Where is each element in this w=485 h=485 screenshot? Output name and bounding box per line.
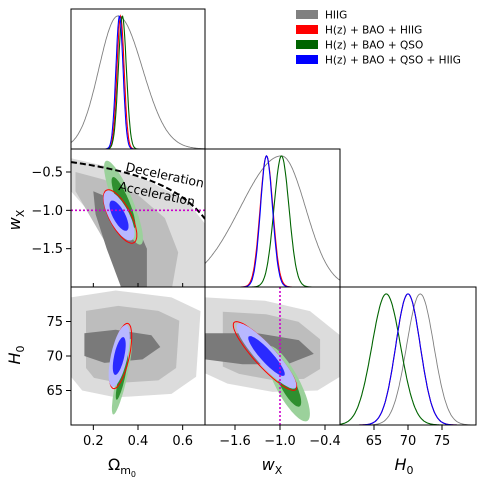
marginal-line-hiig	[205, 155, 340, 281]
xtick-label-wx: −0.4	[309, 434, 341, 449]
marginal-line-h-z-bao-hiig	[71, 14, 205, 149]
panel-frame-h0-h0	[339, 286, 477, 426]
xtick-label-om: 0.2	[83, 434, 104, 449]
marginal-line-h-z-bao-qso	[71, 15, 205, 149]
legend-label-3: H(z) + BAO + QSO + HIIG	[325, 55, 461, 67]
xtick-label-h0: 70	[400, 434, 417, 449]
marginal-line-h-z-bao-qso-hiig	[71, 15, 205, 149]
xtick-label-wx: −1.6	[219, 434, 251, 449]
contour-all-68	[112, 337, 126, 375]
xlabel-h0: H0	[394, 455, 413, 477]
xtick-label-om: 0.4	[128, 434, 149, 449]
marginal-line-h-z-bao-qso-hiig	[340, 293, 476, 425]
ytick-label-h0: 65	[46, 384, 63, 399]
contour-hiig-68	[93, 191, 147, 287]
ytick-label-wx: −1.5	[31, 242, 63, 257]
ytick-label-wx: −1.0	[31, 204, 63, 219]
marginal-line-hiig	[71, 15, 205, 149]
ytick-label-h0: 70	[46, 350, 63, 365]
legend-swatch-1	[296, 25, 318, 34]
panel-wx-vs-om	[71, 158, 205, 287]
panel-h0-vs-wx	[205, 287, 340, 425]
xlabel-om: Ωm0	[108, 455, 136, 479]
marginal-wx	[205, 155, 340, 287]
ylabel-h0: H0	[5, 345, 27, 364]
legend: HIIG H(z) + BAO + HIIG H(z) + BAO + QSO H(z…	[296, 10, 461, 67]
xtick-label-h0: 75	[434, 434, 451, 449]
contour-all-68	[248, 336, 285, 376]
marginal-line-h-z-bao-hiig	[340, 293, 476, 425]
ytick-label-h0: 75	[46, 315, 63, 330]
boundary-line	[71, 161, 205, 220]
marginal-line-h-z-bao-qso	[205, 155, 340, 287]
ytick-label-wx: −0.5	[31, 166, 63, 181]
xtick-label-wx: −1.0	[264, 434, 296, 449]
marginal-line-hiig	[340, 293, 476, 425]
legend-label-0: HIIG	[325, 10, 347, 22]
marginal-h0	[340, 293, 476, 425]
panel-h0-vs-om	[71, 290, 201, 415]
xtick-label-om: 0.6	[172, 434, 193, 449]
legend-label-1: H(z) + BAO + HIIG	[325, 25, 422, 37]
xtick-label-h0: 65	[366, 434, 383, 449]
marginal-line-h-z-bao-qso-hiig	[205, 155, 340, 287]
ylabel-wx: wX	[5, 209, 27, 230]
legend-swatch-2	[296, 40, 318, 49]
marginal-om	[71, 14, 205, 149]
panel-frame-om-om	[70, 8, 206, 150]
legend-swatch-0	[296, 10, 318, 19]
contour-all-68	[109, 200, 129, 231]
marginal-line-h-z-bao-qso	[340, 293, 476, 425]
xlabel-wx: wX	[262, 455, 283, 477]
legend-label-2: H(z) + BAO + QSO	[325, 40, 423, 52]
legend-swatch-3	[296, 55, 318, 64]
axis-ticks: 0.2 0.4 0.6 −1.6 −1.0 −0.4 65 70 75 −1.5 −1.0 −0.5 6…	[31, 166, 450, 450]
